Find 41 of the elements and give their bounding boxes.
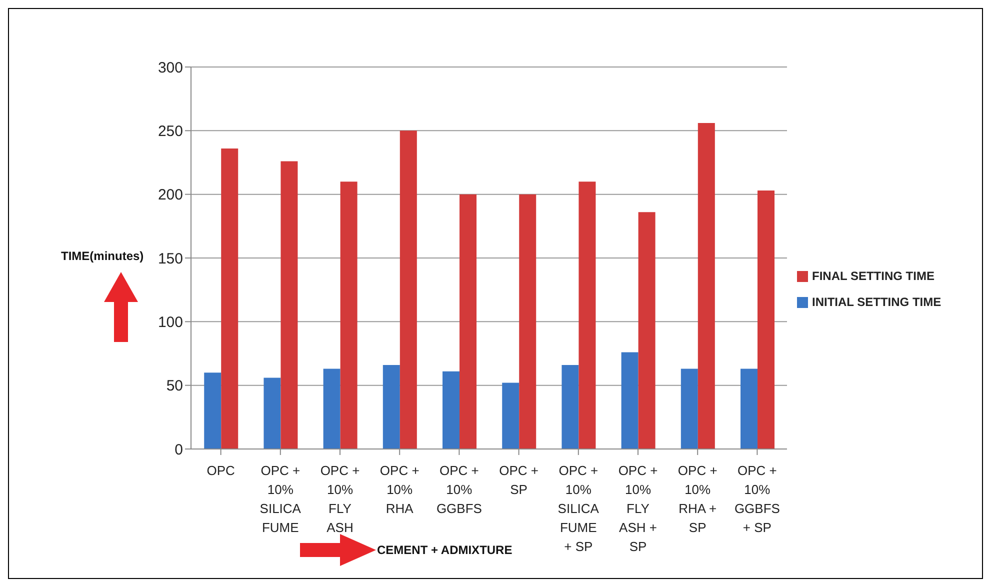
y-axis-title: TIME(minutes) bbox=[61, 249, 144, 263]
y-tick-label: 300 bbox=[158, 59, 183, 76]
bar bbox=[758, 190, 775, 449]
bar bbox=[264, 378, 281, 449]
bar bbox=[280, 161, 298, 449]
bar bbox=[442, 371, 460, 449]
legend-label: INITIAL SETTING TIME bbox=[812, 295, 942, 309]
y-tick-label: 100 bbox=[158, 314, 183, 331]
x-tick-label: OPC + 10% RHA bbox=[380, 463, 420, 516]
bar bbox=[680, 368, 698, 449]
x-tick-label: OPC + 10% RHA + SP bbox=[678, 463, 718, 535]
x-tick-label: OPC + 10% FLY ASH bbox=[320, 463, 360, 535]
y-tick-label: 50 bbox=[166, 378, 183, 395]
bar bbox=[221, 148, 238, 449]
bar bbox=[578, 182, 596, 449]
bar bbox=[562, 364, 579, 449]
bar bbox=[460, 194, 477, 449]
bar bbox=[323, 368, 340, 449]
bar bbox=[621, 352, 638, 449]
x-tick-label: OPC + 10% GGBFS + SP bbox=[734, 463, 780, 535]
bar bbox=[638, 212, 656, 449]
bar bbox=[204, 372, 222, 449]
bar bbox=[502, 382, 520, 449]
y-tick-label: 200 bbox=[158, 186, 183, 204]
bar bbox=[400, 130, 417, 449]
bar bbox=[382, 364, 400, 449]
bar bbox=[340, 182, 358, 449]
y-tick-label: 150 bbox=[158, 250, 183, 268]
x-tick-label: OPC + 10% GGBFS bbox=[436, 463, 482, 516]
y-tick-label: 250 bbox=[158, 122, 183, 140]
x-tick-label: OPC + 10% FLY ASH + SP bbox=[618, 463, 658, 554]
x-tick-label: OPC bbox=[206, 463, 235, 478]
bar bbox=[519, 194, 536, 449]
x-tick-label: OPC + 10% SILICA FUME + SP bbox=[558, 463, 600, 554]
bar bbox=[698, 123, 715, 449]
legend-label: FINAL SETTING TIME bbox=[812, 269, 934, 283]
x-axis-title: CEMENT + ADMIXTURE bbox=[377, 543, 512, 557]
y-tick-label: 0 bbox=[174, 441, 183, 458]
x-tick-label: OPC + 10% SILICA FUME bbox=[260, 463, 302, 535]
x-tick-label: OPC + SP bbox=[499, 463, 538, 497]
bar bbox=[740, 368, 758, 449]
